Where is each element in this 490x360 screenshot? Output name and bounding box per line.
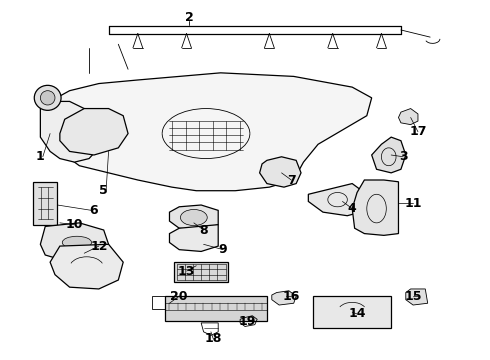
Text: 8: 8 (199, 224, 208, 237)
Text: 20: 20 (171, 289, 188, 303)
Text: 4: 4 (348, 202, 357, 215)
Text: 13: 13 (178, 265, 195, 278)
Polygon shape (260, 157, 301, 187)
Ellipse shape (34, 85, 61, 111)
Polygon shape (398, 109, 418, 125)
Text: 19: 19 (239, 315, 256, 328)
Polygon shape (174, 262, 228, 282)
Polygon shape (33, 182, 57, 225)
Polygon shape (170, 225, 218, 251)
Text: 16: 16 (283, 289, 300, 303)
Polygon shape (406, 289, 428, 305)
Text: 7: 7 (287, 174, 295, 186)
Polygon shape (352, 180, 398, 235)
Polygon shape (40, 223, 109, 262)
Text: 6: 6 (90, 204, 98, 217)
Polygon shape (272, 291, 296, 305)
Text: 18: 18 (205, 333, 222, 346)
Polygon shape (60, 109, 128, 155)
Ellipse shape (62, 236, 92, 249)
Polygon shape (170, 205, 218, 230)
Polygon shape (313, 296, 391, 328)
Polygon shape (308, 184, 367, 216)
Ellipse shape (180, 210, 207, 226)
Text: 12: 12 (90, 240, 108, 253)
Text: 15: 15 (404, 289, 422, 303)
Text: 5: 5 (99, 184, 108, 197)
Text: 2: 2 (185, 11, 194, 24)
Ellipse shape (40, 91, 55, 105)
Text: 1: 1 (36, 150, 45, 163)
Text: 14: 14 (348, 307, 366, 320)
Text: 3: 3 (399, 150, 408, 163)
Polygon shape (372, 137, 406, 173)
Text: 10: 10 (66, 218, 83, 231)
Text: 11: 11 (404, 197, 422, 210)
Polygon shape (50, 244, 123, 289)
Text: 9: 9 (219, 243, 227, 256)
Polygon shape (50, 73, 372, 191)
Text: 17: 17 (409, 125, 427, 138)
Polygon shape (165, 296, 267, 321)
Polygon shape (40, 102, 104, 162)
